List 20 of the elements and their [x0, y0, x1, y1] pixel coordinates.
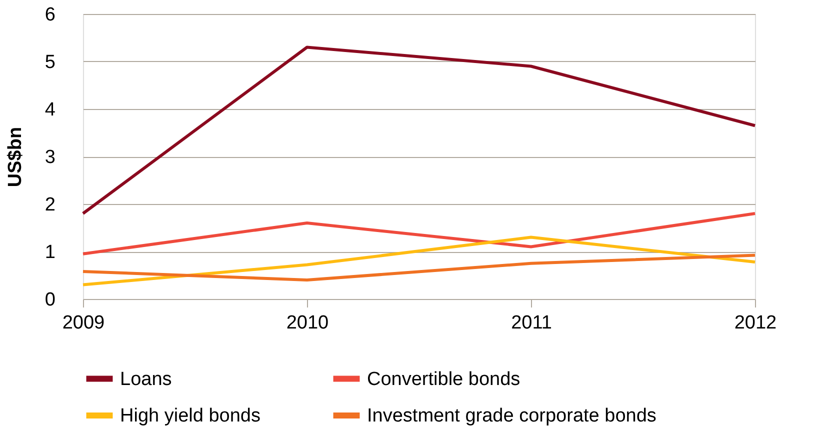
x-tick-label: 2009 [62, 312, 105, 334]
x-tick-label: 2012 [734, 312, 777, 334]
x-tick-label: 2011 [511, 312, 552, 334]
y-tick-label: 2 [44, 194, 56, 216]
legend-label: Convertible bonds [367, 368, 520, 390]
line-series [82, 254, 756, 282]
y-tick-label: 5 [44, 52, 56, 73]
y-tick-label: 1 [44, 242, 56, 263]
y-tick-label: 3 [44, 147, 56, 168]
line-series [82, 46, 756, 215]
legend-label: Investment grade corporate bonds [367, 406, 656, 426]
line-series [82, 236, 756, 286]
y-tick-label: 0 [44, 290, 56, 310]
x-tick-label: 2010 [286, 312, 329, 334]
y-tick-label: 4 [44, 100, 56, 120]
legend-label: High yield bonds [120, 406, 260, 426]
y-tick-label: 6 [44, 4, 56, 26]
y-axis-title: US$bn [4, 126, 26, 188]
legend-label: Loans [120, 368, 172, 390]
line-series [82, 212, 756, 256]
